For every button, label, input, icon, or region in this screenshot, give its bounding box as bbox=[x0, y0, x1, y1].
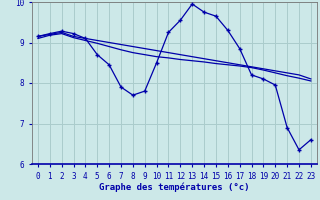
X-axis label: Graphe des températures (°c): Graphe des températures (°c) bbox=[99, 182, 250, 192]
